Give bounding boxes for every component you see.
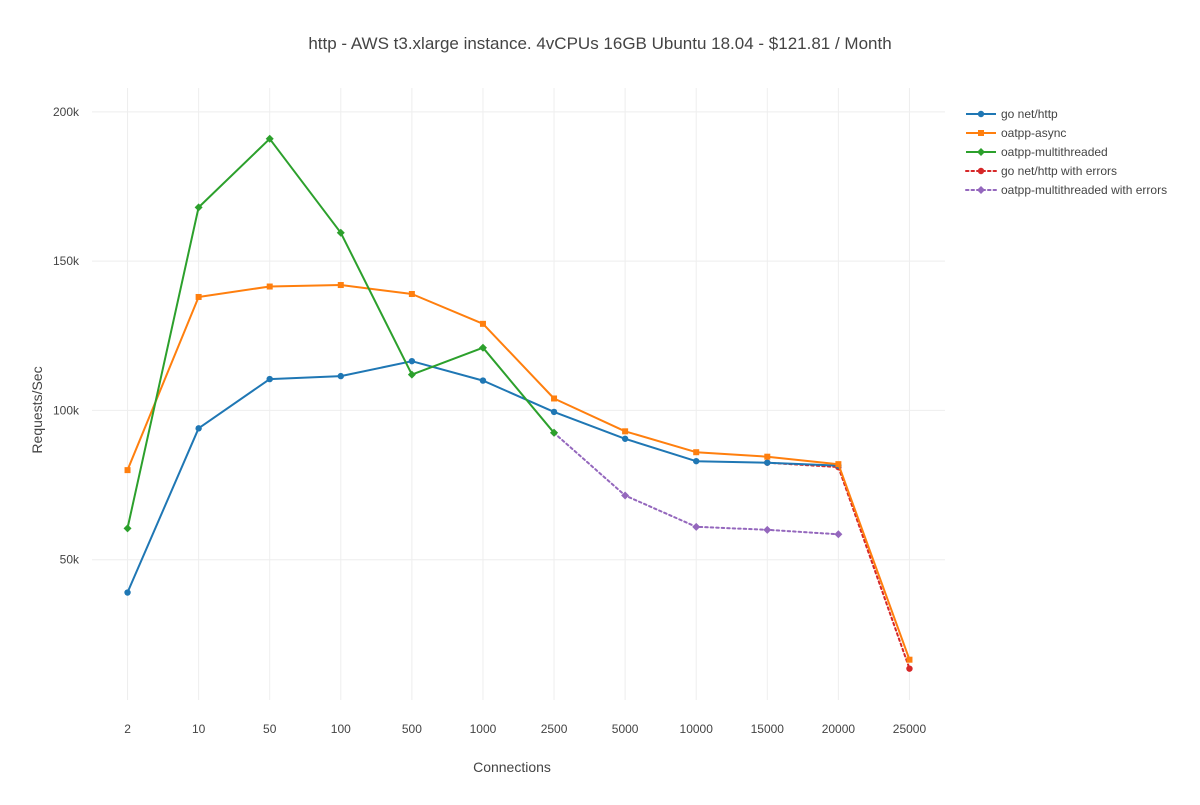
data-point bbox=[906, 656, 913, 663]
data-point bbox=[906, 665, 913, 672]
x-tick-label: 20000 bbox=[822, 722, 856, 736]
data-point bbox=[337, 282, 344, 289]
legend[interactable]: go net/http oatpp-async oatpp-multithreade… bbox=[965, 107, 1167, 197]
x-tick-label: 100 bbox=[331, 722, 351, 736]
x-tick-label: 2500 bbox=[541, 722, 568, 736]
series-line-oatpp-async bbox=[126, 284, 911, 661]
data-point bbox=[479, 377, 487, 384]
legend-item-go-net-http-with-errors[interactable]: go net/http with errors bbox=[965, 164, 1117, 178]
legend-item-oatpp-async[interactable]: oatpp-async bbox=[966, 126, 1066, 140]
data-point bbox=[266, 283, 273, 290]
data-point bbox=[763, 525, 772, 534]
x-tick-label: 10000 bbox=[680, 722, 714, 736]
data-point bbox=[550, 408, 558, 416]
legend-item-oatpp-multithreaded-with-errors[interactable]: oatpp-multithreaded with errors bbox=[965, 183, 1167, 197]
x-tick-label: 500 bbox=[402, 722, 422, 736]
data-point bbox=[764, 453, 771, 460]
data-point bbox=[692, 522, 701, 531]
legend-label: oatpp-multithreaded bbox=[1001, 145, 1108, 159]
x-axis-title: Connections bbox=[473, 759, 551, 775]
legend-label: oatpp-async bbox=[1001, 126, 1066, 140]
data-point bbox=[621, 435, 629, 442]
y-axis: 50k 100k 150k 200k bbox=[53, 105, 80, 567]
legend-item-oatpp-multithreaded[interactable]: oatpp-multithreaded bbox=[966, 145, 1108, 159]
series-oatpp-async bbox=[124, 282, 913, 663]
legend-marker bbox=[978, 130, 984, 136]
data-point bbox=[764, 459, 771, 466]
data-point bbox=[265, 134, 274, 143]
data-point bbox=[124, 467, 131, 474]
x-tick-label: 10 bbox=[192, 722, 206, 736]
data-point bbox=[408, 357, 416, 365]
legend-marker bbox=[977, 148, 985, 156]
y-tick-label: 200k bbox=[53, 105, 80, 119]
x-tick-label: 25000 bbox=[893, 722, 927, 736]
y-axis-title: Requests/Sec bbox=[29, 366, 45, 453]
legend-label: go net/http with errors bbox=[1001, 164, 1117, 178]
x-tick-label: 50 bbox=[263, 722, 277, 736]
data-point bbox=[835, 461, 842, 468]
data-point bbox=[337, 372, 344, 380]
grid bbox=[92, 88, 945, 700]
legend-label: oatpp-multithreaded with errors bbox=[1001, 183, 1167, 197]
data-point bbox=[408, 290, 415, 297]
data-point bbox=[124, 589, 131, 596]
data-point bbox=[621, 491, 630, 500]
legend-marker bbox=[977, 110, 985, 118]
data-point bbox=[336, 228, 345, 237]
data-point bbox=[266, 375, 273, 383]
data-point bbox=[195, 293, 202, 300]
data-point bbox=[550, 428, 559, 437]
data-point bbox=[834, 530, 843, 539]
y-tick-label: 150k bbox=[53, 254, 80, 268]
data-point bbox=[195, 425, 202, 432]
data-point bbox=[479, 320, 486, 327]
data-point bbox=[478, 343, 487, 352]
data-point bbox=[551, 395, 558, 402]
x-tick-label: 2 bbox=[124, 722, 131, 736]
x-axis: 2 10 50 100 500 1000 2500 5000 10000 15000 20000 25… bbox=[124, 722, 926, 736]
data-point bbox=[407, 370, 416, 379]
data-point bbox=[123, 524, 132, 533]
chart-title: http - AWS t3.xlarge instance. 4vCPUs 16… bbox=[308, 34, 891, 53]
x-tick-label: 1000 bbox=[470, 722, 497, 736]
plot-area bbox=[123, 134, 913, 672]
y-tick-label: 50k bbox=[60, 553, 80, 567]
y-tick-label: 100k bbox=[53, 403, 80, 417]
legend-marker bbox=[977, 167, 985, 175]
legend-marker bbox=[977, 186, 985, 194]
data-point bbox=[693, 449, 700, 456]
data-point bbox=[693, 457, 700, 465]
x-tick-label: 15000 bbox=[751, 722, 785, 736]
legend-label: go net/http bbox=[1001, 107, 1058, 121]
legend-item-go-net-http[interactable]: go net/http bbox=[966, 107, 1058, 121]
data-point bbox=[194, 203, 203, 212]
series-oatpp-multithreaded bbox=[123, 134, 559, 533]
data-point bbox=[622, 428, 629, 435]
x-tick-label: 5000 bbox=[612, 722, 639, 736]
